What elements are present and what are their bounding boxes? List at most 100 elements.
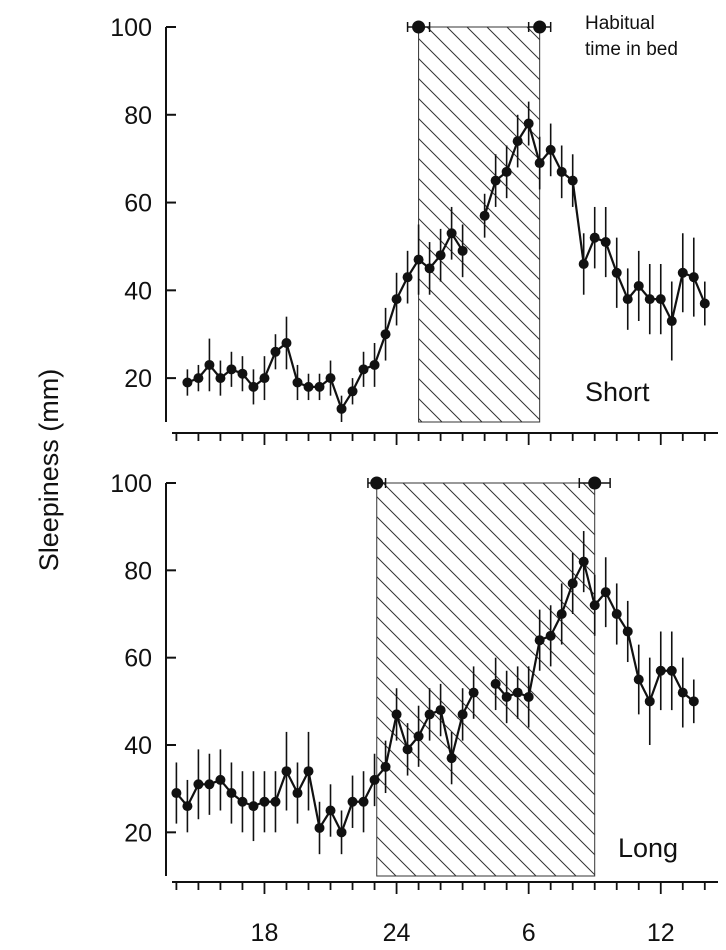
data-point: [666, 316, 677, 327]
series-segment: [505, 140, 519, 173]
data-point: [193, 373, 204, 384]
y-tick-label-60: 60: [124, 190, 152, 218]
data-point: [534, 158, 545, 169]
series-short: [182, 101, 710, 422]
data-point: [248, 801, 259, 812]
data-point: [490, 175, 501, 186]
data-point: [358, 796, 369, 807]
x-axis-long: [172, 881, 718, 894]
data-point: [578, 556, 589, 567]
data-point: [501, 166, 512, 177]
bed-hatch-region: [376, 482, 596, 877]
bed-start-marker: [412, 20, 426, 34]
data-point: [215, 373, 226, 384]
data-point: [292, 377, 303, 388]
data-point: [600, 587, 611, 598]
series-segment: [373, 333, 387, 366]
data-point: [589, 232, 600, 243]
series-segment: [329, 377, 343, 410]
data-point: [347, 386, 358, 397]
data-point: [457, 245, 468, 256]
data-point: [237, 796, 248, 807]
data-point: [336, 403, 347, 414]
series-segment: [483, 180, 497, 217]
data-point: [611, 609, 622, 619]
data-point: [182, 801, 193, 812]
data-point: [391, 709, 402, 720]
y-tick-label-80: 80: [124, 557, 152, 585]
data-point: [589, 600, 600, 611]
data-point: [490, 678, 501, 689]
data-point: [303, 766, 314, 777]
data-point: [391, 294, 402, 305]
data-point: [512, 687, 523, 698]
data-point: [248, 381, 259, 392]
data-point: [413, 254, 424, 265]
data-point: [556, 609, 567, 619]
data-point: [501, 691, 512, 702]
data-point: [281, 766, 292, 777]
data-point: [446, 753, 457, 764]
data-point: [380, 761, 391, 772]
data-point: [688, 272, 699, 283]
data-point: [523, 691, 534, 702]
data-point: [479, 210, 490, 221]
data-point: [358, 364, 369, 375]
data-point: [567, 578, 578, 589]
data-point: [567, 175, 578, 186]
x-axis-short: [172, 432, 718, 445]
series-segment: [571, 180, 585, 265]
data-point: [193, 779, 204, 790]
series-segment: [285, 342, 299, 383]
bed-hatch-region: [418, 26, 541, 423]
data-point: [182, 377, 193, 388]
data-point: [512, 136, 523, 147]
data-point: [325, 373, 336, 384]
series-segment: [450, 714, 464, 759]
data-point: [534, 635, 545, 646]
bed-period-short: [406, 20, 552, 423]
data-point: [325, 805, 336, 816]
data-point: [336, 827, 347, 838]
x-tick-labels: 18 24 6 12: [251, 919, 675, 947]
bed-end-marker: [533, 20, 547, 34]
y-tick-label-80: 80: [124, 102, 152, 130]
data-point: [270, 796, 281, 807]
series-segment: [527, 123, 541, 164]
data-point: [457, 709, 468, 720]
y-tick-label-20: 20: [124, 365, 152, 393]
data-point: [622, 294, 633, 305]
data-point: [204, 359, 215, 370]
data-point: [369, 359, 380, 370]
data-point: [347, 796, 358, 807]
series-segment: [384, 298, 398, 335]
series-long: [171, 531, 699, 855]
data-point: [556, 166, 567, 177]
data-point: [413, 731, 424, 742]
data-point: [281, 338, 292, 348]
series-segment: [439, 709, 453, 759]
series-segment: [626, 631, 640, 680]
data-point: [446, 228, 457, 239]
data-point: [292, 788, 303, 799]
data-point: [545, 144, 556, 155]
data-point: [204, 779, 215, 790]
data-point: [369, 774, 380, 785]
series-segment: [604, 241, 618, 274]
data-point: [215, 774, 226, 785]
y-tick-label-60: 60: [124, 645, 152, 673]
data-point: [237, 368, 248, 379]
data-point: [259, 796, 270, 807]
data-point: [402, 744, 413, 755]
data-point: [435, 250, 446, 261]
data-point: [578, 259, 589, 269]
data-point: [314, 822, 325, 833]
bed-start-marker: [370, 476, 384, 490]
data-point: [633, 280, 644, 291]
data-point: [600, 237, 611, 248]
data-point: [545, 630, 556, 641]
series-segment: [648, 670, 662, 702]
series-segment: [384, 714, 398, 768]
series-segment: [527, 639, 541, 698]
